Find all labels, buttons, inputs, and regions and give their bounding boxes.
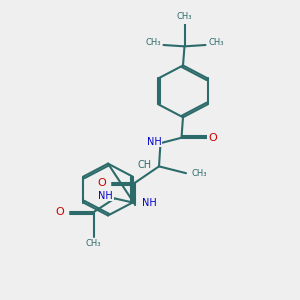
Text: NH: NH (142, 198, 157, 208)
Text: O: O (56, 207, 64, 217)
Text: NH: NH (146, 137, 161, 147)
Text: CH₃: CH₃ (192, 169, 208, 178)
Text: NH: NH (98, 191, 113, 201)
Text: O: O (208, 133, 217, 143)
Text: C: C (181, 13, 188, 23)
Text: CH: CH (137, 160, 152, 170)
Text: CH₃: CH₃ (177, 12, 192, 21)
Text: CH₃: CH₃ (145, 38, 161, 47)
Text: O: O (98, 178, 106, 188)
Text: CH₃: CH₃ (208, 38, 224, 47)
Text: CH₃: CH₃ (86, 239, 101, 248)
